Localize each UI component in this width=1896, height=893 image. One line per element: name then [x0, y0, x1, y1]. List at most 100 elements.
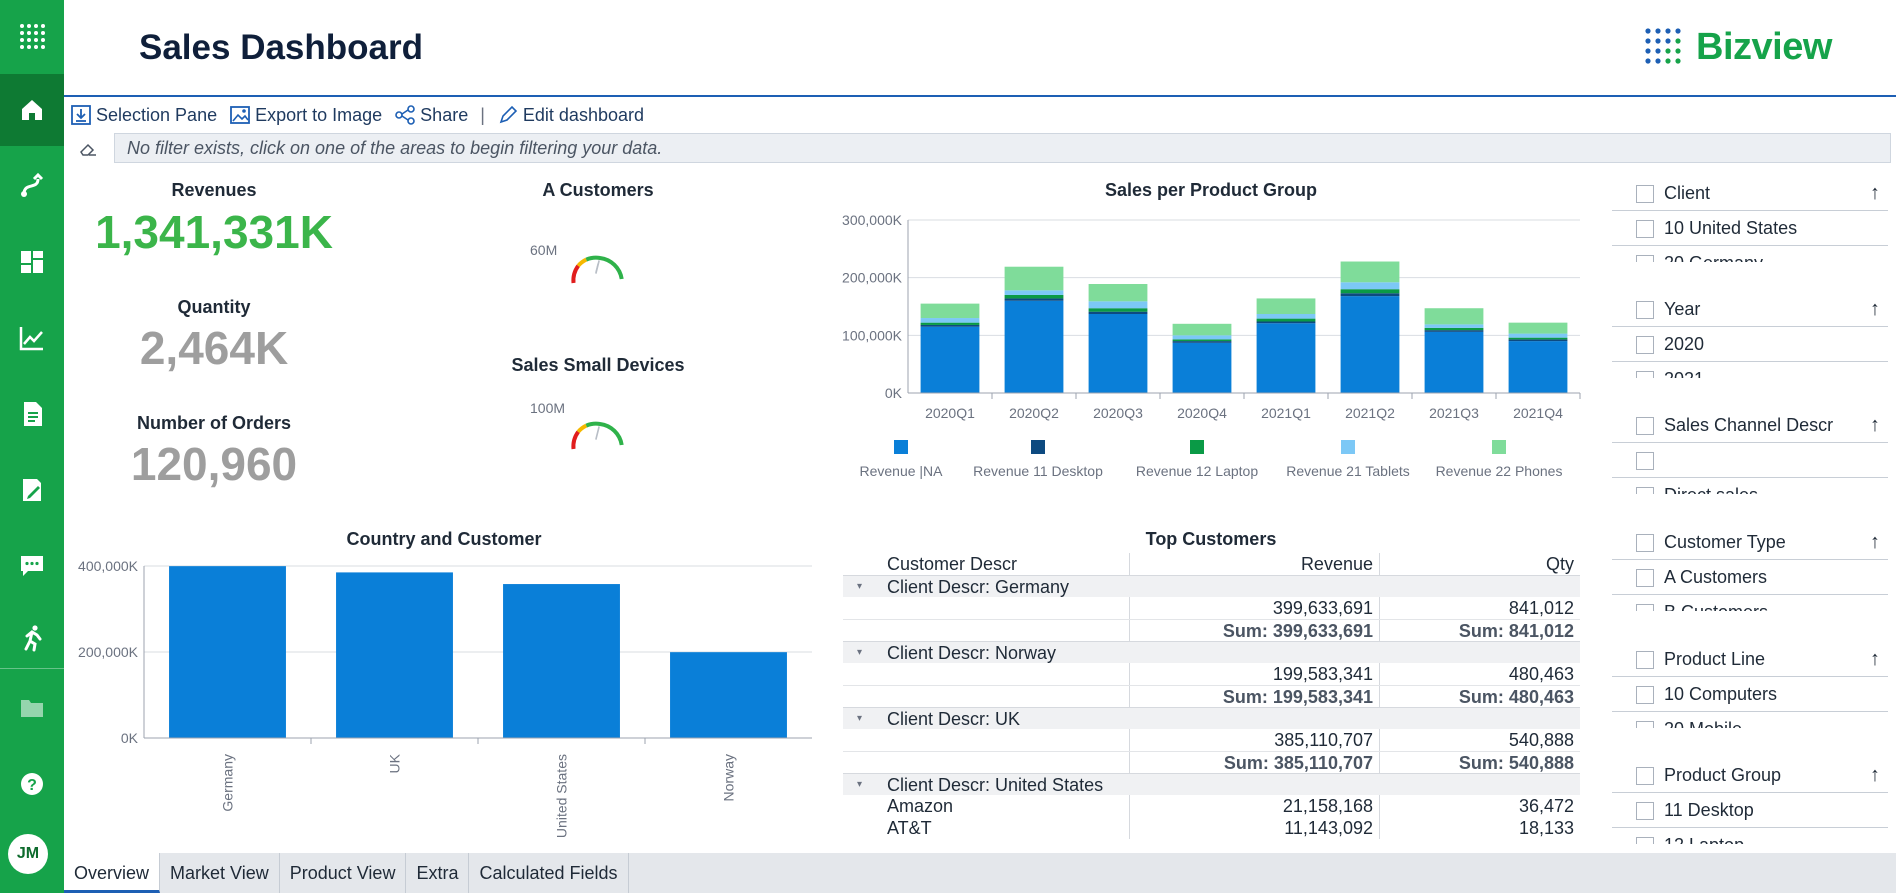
- sidebar-item-reports[interactable]: [0, 378, 64, 450]
- bar-segment[interactable]: [1340, 289, 1400, 294]
- collapse-caret-icon[interactable]: ▾: [857, 647, 863, 658]
- bar-segment[interactable]: [1172, 342, 1232, 393]
- group-row[interactable]: ▾ Client Descr: United States: [843, 773, 1580, 795]
- group-row[interactable]: ▾ Client Descr: Norway: [843, 641, 1580, 663]
- sidebar-item-forms[interactable]: [0, 454, 64, 526]
- filter-option[interactable]: 20 Mobile: [1612, 712, 1888, 728]
- column-header[interactable]: Customer Descr: [887, 554, 1018, 574]
- bar-segment[interactable]: [1088, 284, 1148, 302]
- selection-pane-button[interactable]: Selection Pane: [70, 104, 217, 126]
- filter-option[interactable]: [1612, 443, 1888, 478]
- bar-segment[interactable]: [920, 318, 980, 323]
- bar-segment[interactable]: [1172, 341, 1232, 343]
- sort-arrow-icon[interactable]: ↑: [1870, 648, 1880, 670]
- bar-segment[interactable]: [1088, 301, 1148, 309]
- bar-segment[interactable]: [1508, 333, 1568, 338]
- bar[interactable]: [169, 566, 286, 738]
- filter-panel-header[interactable]: Product Line ↑: [1612, 642, 1888, 677]
- filter-checkbox[interactable]: [1636, 686, 1654, 704]
- sort-arrow-icon[interactable]: ↑: [1870, 764, 1880, 786]
- legend-label[interactable]: Revenue 11 Desktop: [973, 463, 1103, 479]
- bar-segment[interactable]: [1256, 298, 1316, 314]
- legend-swatch[interactable]: [1190, 440, 1204, 454]
- legend-swatch[interactable]: [1341, 440, 1355, 454]
- group-row[interactable]: ▾ Client Descr: Germany: [843, 575, 1580, 597]
- export-image-button[interactable]: Export to Image: [229, 104, 382, 126]
- filter-checkbox[interactable]: [1636, 220, 1654, 238]
- filter-option[interactable]: 12 Laptop: [1612, 828, 1888, 844]
- filter-option[interactable]: Direct sales: [1612, 478, 1888, 494]
- legend-label[interactable]: Revenue 22 Phones: [1436, 463, 1563, 479]
- select-all-checkbox[interactable]: [1636, 185, 1654, 203]
- filter-checkbox[interactable]: [1636, 802, 1654, 820]
- table-row[interactable]: AT&T 11,143,092 18,133: [843, 817, 1580, 839]
- sidebar-item-home[interactable]: [0, 74, 64, 146]
- table-row[interactable]: 385,110,707 540,888: [843, 729, 1580, 751]
- bar-segment[interactable]: [1340, 296, 1400, 393]
- bar-segment[interactable]: [1508, 341, 1568, 393]
- sidebar-item-route[interactable]: [0, 150, 64, 222]
- filter-option[interactable]: 20 Germany: [1612, 246, 1888, 262]
- bar-segment[interactable]: [1508, 322, 1568, 334]
- app-launcher-button[interactable]: [0, 0, 64, 72]
- filter-panel-header[interactable]: Product Group ↑: [1612, 758, 1888, 793]
- filter-option[interactable]: 11 Desktop: [1612, 793, 1888, 828]
- sort-arrow-icon[interactable]: ↑: [1870, 414, 1880, 436]
- bar-segment[interactable]: [1256, 318, 1316, 322]
- select-all-checkbox[interactable]: [1636, 767, 1654, 785]
- sidebar-item-analytics[interactable]: [0, 302, 64, 374]
- column-header[interactable]: Qty: [1545, 554, 1574, 574]
- bar-segment[interactable]: [920, 303, 980, 319]
- tab-market-view[interactable]: Market View: [160, 853, 280, 893]
- bar-segment[interactable]: [1340, 261, 1400, 283]
- legend-swatch[interactable]: [1492, 440, 1506, 454]
- bar-segment[interactable]: [1256, 313, 1316, 319]
- bar-segment[interactable]: [1340, 293, 1400, 297]
- filter-checkbox[interactable]: [1636, 336, 1654, 354]
- eraser-icon[interactable]: [78, 139, 98, 159]
- filter-checkbox[interactable]: [1636, 721, 1654, 728]
- sidebar-item-activities[interactable]: [0, 602, 64, 674]
- tab-product-view[interactable]: Product View: [280, 853, 407, 893]
- bar-segment[interactable]: [1424, 308, 1484, 325]
- tab-extra[interactable]: Extra: [406, 853, 470, 893]
- sort-arrow-icon[interactable]: ↑: [1870, 531, 1880, 553]
- bar-segment[interactable]: [920, 322, 980, 325]
- filter-checkbox[interactable]: [1636, 604, 1654, 611]
- bar-segment[interactable]: [1004, 290, 1064, 295]
- legend-swatch[interactable]: [1031, 440, 1045, 454]
- sidebar-item-files[interactable]: [0, 672, 64, 744]
- collapse-caret-icon[interactable]: ▾: [857, 713, 863, 724]
- bar-segment[interactable]: [920, 324, 980, 327]
- filter-checkbox[interactable]: [1636, 255, 1654, 262]
- table-row[interactable]: 399,633,691 841,012: [843, 597, 1580, 619]
- legend-swatch[interactable]: [894, 440, 908, 454]
- select-all-checkbox[interactable]: [1636, 651, 1654, 669]
- bar-segment[interactable]: [920, 326, 980, 393]
- bar-segment[interactable]: [1088, 308, 1148, 312]
- bar-segment[interactable]: [1088, 311, 1148, 314]
- sidebar-item-comments[interactable]: [0, 530, 64, 602]
- bar-segment[interactable]: [1256, 321, 1316, 324]
- bar-segment[interactable]: [1004, 266, 1064, 291]
- filter-option[interactable]: B Customers: [1612, 595, 1888, 611]
- filter-panel-header[interactable]: Sales Channel Descr ↑: [1612, 408, 1888, 443]
- filter-option[interactable]: A Customers: [1612, 560, 1888, 595]
- bar-segment[interactable]: [1172, 339, 1232, 342]
- legend-label[interactable]: Revenue |NA: [859, 463, 943, 479]
- bar-segment[interactable]: [1424, 330, 1484, 332]
- table-row[interactable]: Amazon 21,158,168 36,472: [843, 795, 1580, 817]
- bar-segment[interactable]: [1004, 300, 1064, 393]
- bar-segment[interactable]: [1088, 313, 1148, 393]
- table-row[interactable]: 199,583,341 480,463: [843, 663, 1580, 685]
- bar-segment[interactable]: [1004, 298, 1064, 301]
- edit-dashboard-button[interactable]: Edit dashboard: [497, 104, 644, 126]
- sort-arrow-icon[interactable]: ↑: [1870, 182, 1880, 204]
- filter-checkbox[interactable]: [1636, 487, 1654, 494]
- bar-segment[interactable]: [1424, 324, 1484, 328]
- bar-segment[interactable]: [1508, 339, 1568, 342]
- filter-panel-header[interactable]: Client ↑: [1612, 176, 1888, 211]
- filter-option[interactable]: 10 Computers: [1612, 677, 1888, 712]
- tab-calculated-fields[interactable]: Calculated Fields: [469, 853, 629, 893]
- filter-option[interactable]: 2021: [1612, 362, 1888, 378]
